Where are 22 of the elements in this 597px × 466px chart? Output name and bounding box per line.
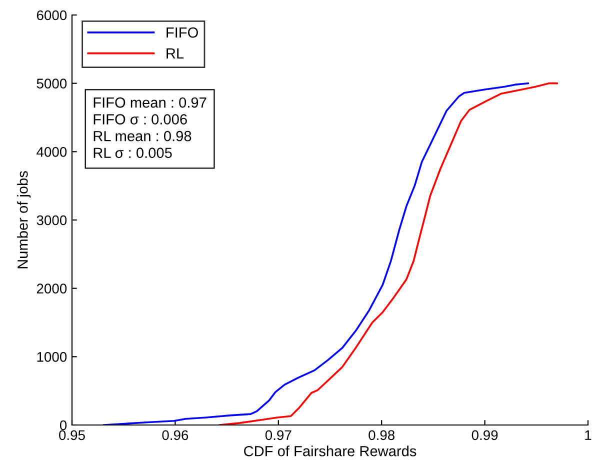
line-series <box>218 82 558 425</box>
x-tick-label: 0.99 <box>472 430 498 440</box>
annotation: RL mean : 0.98 <box>94 130 192 142</box>
y-tick-label: 4000 <box>36 147 67 157</box>
y-tick-label: 0 <box>60 420 67 430</box>
x-tick-label: 0.96 <box>162 430 188 440</box>
x-tick-label: 0.98 <box>368 430 395 440</box>
y-tick-label: 1000 <box>37 352 67 362</box>
y-tick-label: 3000 <box>36 215 67 226</box>
legend-label: FIFO <box>166 27 198 38</box>
x-axis-title: CDF of Fairshare Rewards <box>244 446 416 456</box>
legend-label: RL <box>166 48 184 58</box>
y-tick-label: 6000 <box>36 10 67 20</box>
x-tick-label: 0.97 <box>265 430 292 440</box>
x-tick-label: 0.95 <box>59 430 85 440</box>
y-axis-title: Number of jobs <box>17 171 31 268</box>
y-tick-label: 5000 <box>36 78 67 89</box>
x-tick-label: 1 <box>585 430 592 440</box>
annotation: FIFO σ : 0.006 <box>94 114 187 124</box>
y-tick-label: 2000 <box>36 284 67 294</box>
annotation: FIFO mean : 0.97 <box>94 97 206 108</box>
annotation: RL σ : 0.005 <box>94 148 172 158</box>
